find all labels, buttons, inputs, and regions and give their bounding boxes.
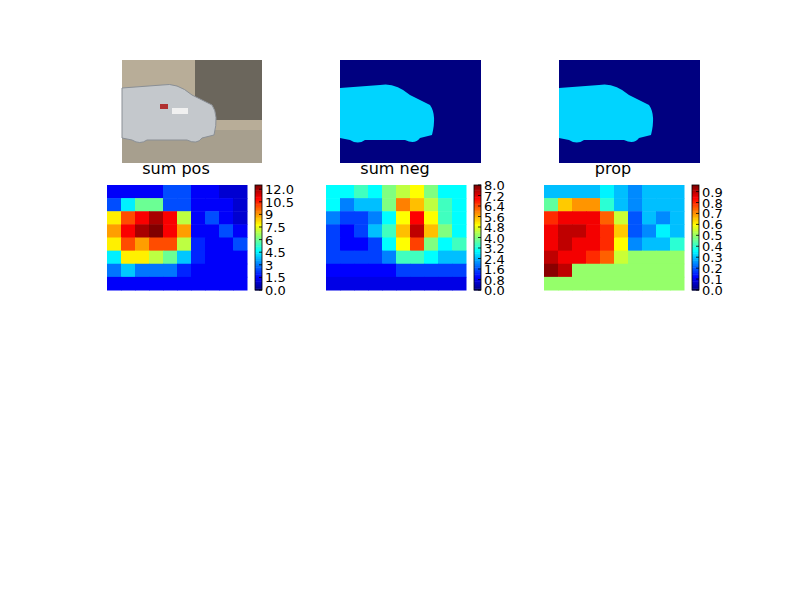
svg-text:0.9: 0.9 (702, 185, 723, 200)
svg-text:0.6: 0.6 (702, 217, 723, 233)
svg-text:0.3: 0.3 (702, 250, 723, 266)
svg-text:4.5: 4.5 (265, 245, 286, 261)
svg-text:6.4: 6.4 (484, 199, 505, 214)
svg-text:3: 3 (265, 257, 274, 273)
svg-text:9: 9 (265, 207, 274, 223)
svg-text:7.5: 7.5 (265, 220, 286, 235)
svg-text:2.4: 2.4 (484, 251, 505, 267)
svg-text:0.0: 0.0 (702, 283, 723, 298)
svg-text:3.2: 3.2 (484, 241, 505, 256)
svg-text:4.8: 4.8 (484, 220, 505, 235)
svg-text:1.6: 1.6 (484, 262, 505, 277)
svg-text:0.2: 0.2 (702, 261, 723, 277)
svg-text:1.5: 1.5 (265, 270, 286, 286)
svg-text:sum neg: sum neg (360, 159, 429, 178)
svg-text:0.1: 0.1 (702, 272, 723, 288)
svg-text:0.4: 0.4 (702, 239, 723, 255)
svg-text:0.8: 0.8 (484, 272, 505, 288)
svg-text:5.6: 5.6 (484, 209, 505, 225)
svg-text:7.2: 7.2 (484, 188, 505, 204)
svg-text:0.5: 0.5 (702, 228, 723, 244)
svg-text:0.8: 0.8 (702, 195, 723, 211)
svg-text:8.0: 8.0 (484, 178, 505, 193)
svg-text:12.0: 12.0 (265, 182, 294, 197)
svg-text:4.0: 4.0 (484, 230, 505, 246)
svg-text:10.5: 10.5 (265, 194, 294, 210)
svg-text:0.7: 0.7 (702, 206, 723, 222)
svg-text:6: 6 (265, 232, 274, 248)
svg-text:0.0: 0.0 (484, 283, 505, 298)
svg-text:sum pos: sum pos (142, 159, 209, 178)
svg-text:prop: prop (595, 159, 631, 178)
svg-text:0.0: 0.0 (265, 283, 286, 298)
